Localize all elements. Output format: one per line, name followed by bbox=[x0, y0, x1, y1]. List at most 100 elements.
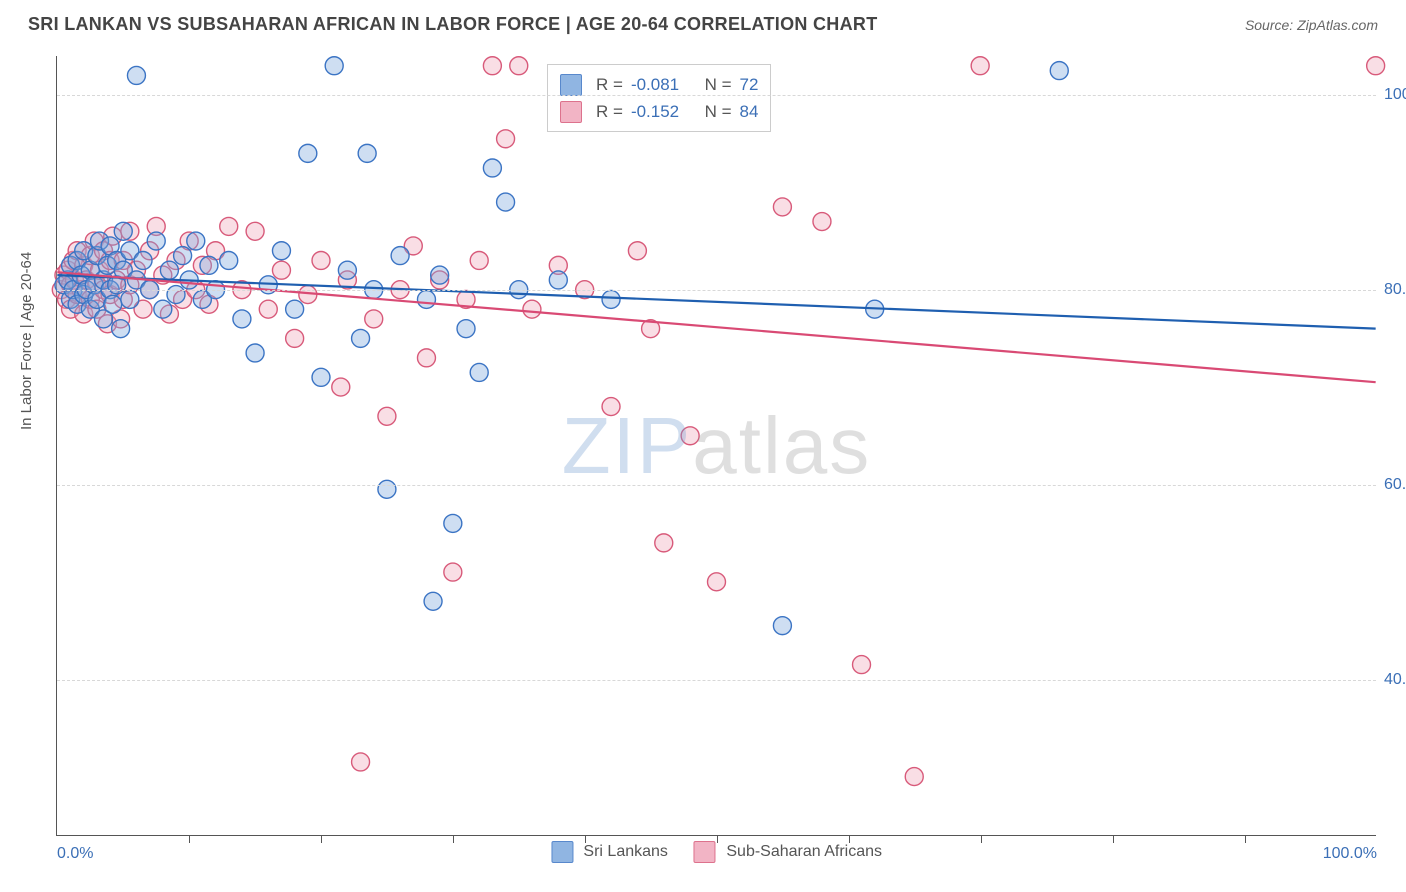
x-tick bbox=[585, 835, 586, 843]
stats-row-2: R = -0.152 N = 84 bbox=[560, 98, 758, 125]
y-axis-label: In Labor Force | Age 20-64 bbox=[18, 252, 35, 430]
grid-line bbox=[57, 95, 1376, 96]
data-point bbox=[905, 768, 923, 786]
grid-line bbox=[57, 680, 1376, 681]
data-point bbox=[1050, 62, 1068, 80]
legend-item-2: Sub-Saharan Africans bbox=[694, 841, 882, 863]
r-value-2: -0.152 bbox=[631, 98, 679, 125]
data-point bbox=[272, 242, 290, 260]
regression-line bbox=[57, 272, 1375, 382]
data-point bbox=[470, 363, 488, 381]
data-point bbox=[121, 290, 139, 308]
x-tick bbox=[189, 835, 190, 843]
swatch-series1 bbox=[560, 74, 582, 96]
regression-line bbox=[57, 275, 1375, 329]
data-point bbox=[167, 286, 185, 304]
legend-item-1: Sri Lankans bbox=[551, 841, 668, 863]
data-point bbox=[358, 144, 376, 162]
data-point bbox=[272, 261, 290, 279]
x-tick bbox=[717, 835, 718, 843]
x-tick bbox=[453, 835, 454, 843]
x-tick bbox=[1245, 835, 1246, 843]
data-point bbox=[444, 563, 462, 581]
data-point bbox=[549, 271, 567, 289]
data-point bbox=[299, 144, 317, 162]
data-point bbox=[483, 159, 501, 177]
data-point bbox=[200, 256, 218, 274]
data-point bbox=[655, 534, 673, 552]
data-point bbox=[602, 398, 620, 416]
chart-title: SRI LANKAN VS SUBSAHARAN AFRICAN IN LABO… bbox=[28, 14, 878, 35]
data-point bbox=[246, 344, 264, 362]
data-point bbox=[483, 57, 501, 75]
data-point bbox=[470, 251, 488, 269]
data-point bbox=[147, 232, 165, 250]
data-point bbox=[417, 349, 435, 367]
y-tick-label: 80.0% bbox=[1384, 281, 1406, 299]
legend-label-1: Sri Lankans bbox=[583, 843, 668, 860]
data-point bbox=[259, 300, 277, 318]
x-tick bbox=[981, 835, 982, 843]
data-point bbox=[286, 300, 304, 318]
data-point bbox=[332, 378, 350, 396]
x-tick-label: 100.0% bbox=[1323, 845, 1377, 863]
r-prefix-2: R = bbox=[596, 98, 623, 125]
data-point bbox=[497, 130, 515, 148]
data-point bbox=[365, 310, 383, 328]
x-tick bbox=[849, 835, 850, 843]
data-point bbox=[457, 320, 475, 338]
data-point bbox=[444, 514, 462, 532]
n-prefix-2: N = bbox=[705, 98, 732, 125]
title-bar: SRI LANKAN VS SUBSAHARAN AFRICAN IN LABO… bbox=[28, 14, 1378, 35]
legend-swatch-1 bbox=[551, 841, 573, 863]
source-label: Source: ZipAtlas.com bbox=[1245, 17, 1378, 33]
data-point bbox=[391, 247, 409, 265]
data-point bbox=[813, 213, 831, 231]
data-point bbox=[187, 232, 205, 250]
data-point bbox=[352, 753, 370, 771]
x-tick-label: 0.0% bbox=[57, 845, 93, 863]
x-tick bbox=[321, 835, 322, 843]
legend-swatch-2 bbox=[694, 841, 716, 863]
data-point bbox=[378, 407, 396, 425]
data-point bbox=[708, 573, 726, 591]
data-point bbox=[424, 592, 442, 610]
data-point bbox=[114, 222, 132, 240]
y-tick-label: 100.0% bbox=[1384, 86, 1406, 104]
data-point bbox=[523, 300, 541, 318]
data-point bbox=[431, 266, 449, 284]
data-point bbox=[174, 247, 192, 265]
data-point bbox=[628, 242, 646, 260]
data-point bbox=[220, 217, 238, 235]
data-point bbox=[773, 198, 791, 216]
data-point bbox=[773, 617, 791, 635]
stats-box: R = -0.081 N = 72 R = -0.152 N = 84 bbox=[547, 64, 771, 132]
data-point bbox=[352, 329, 370, 347]
x-tick bbox=[1113, 835, 1114, 843]
y-tick-label: 60.0% bbox=[1384, 476, 1406, 494]
data-point bbox=[286, 329, 304, 347]
data-point bbox=[160, 261, 178, 279]
data-point bbox=[417, 290, 435, 308]
data-point bbox=[378, 480, 396, 498]
data-point bbox=[112, 320, 130, 338]
data-point bbox=[233, 310, 251, 328]
data-point bbox=[312, 368, 330, 386]
data-point bbox=[220, 251, 238, 269]
y-tick-label: 40.0% bbox=[1384, 671, 1406, 689]
legend-label-2: Sub-Saharan Africans bbox=[726, 843, 882, 860]
data-point bbox=[246, 222, 264, 240]
data-point bbox=[338, 261, 356, 279]
legend-bottom: Sri Lankans Sub-Saharan Africans bbox=[551, 841, 882, 863]
plot-area: ZIPatlas R = -0.081 N = 72 R = -0.152 N … bbox=[56, 56, 1376, 836]
swatch-series2 bbox=[560, 101, 582, 123]
data-point bbox=[971, 57, 989, 75]
grid-line bbox=[57, 290, 1376, 291]
n-value-2: 84 bbox=[740, 98, 759, 125]
data-point bbox=[681, 427, 699, 445]
data-point bbox=[602, 290, 620, 308]
data-point bbox=[104, 295, 122, 313]
data-point bbox=[312, 251, 330, 269]
data-point bbox=[510, 57, 528, 75]
scatter-svg bbox=[57, 56, 1376, 835]
